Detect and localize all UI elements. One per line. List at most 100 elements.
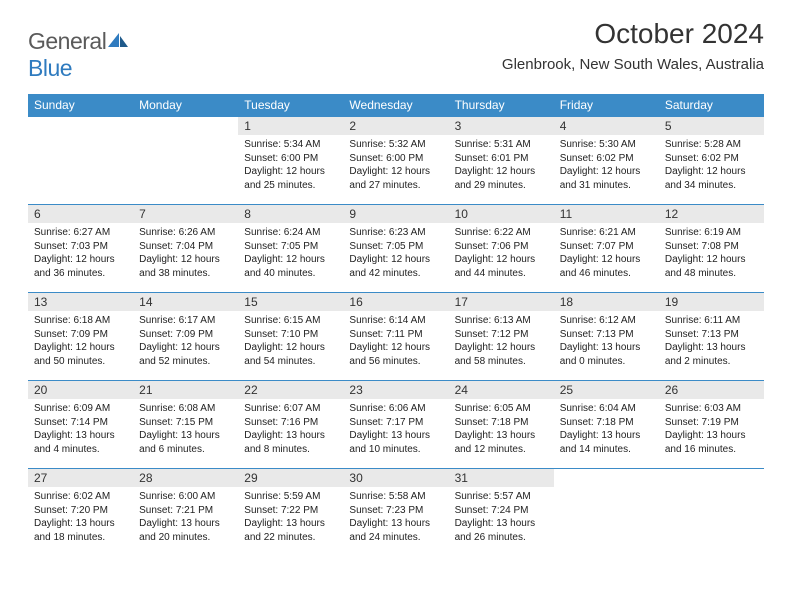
sunset-line: Sunset: 7:22 PM bbox=[244, 504, 337, 518]
daylight-line: Daylight: 12 hours and 54 minutes. bbox=[244, 341, 337, 368]
sunset-line: Sunset: 7:05 PM bbox=[349, 240, 442, 254]
sunrise-line: Sunrise: 5:57 AM bbox=[455, 490, 548, 504]
day-number-cell: 12 bbox=[659, 205, 764, 224]
sunrise-line: Sunrise: 5:30 AM bbox=[560, 138, 653, 152]
sunrise-line: Sunrise: 6:00 AM bbox=[139, 490, 232, 504]
daylight-line: Daylight: 12 hours and 29 minutes. bbox=[455, 165, 548, 192]
daylight-line: Daylight: 13 hours and 0 minutes. bbox=[560, 341, 653, 368]
day-content-row: Sunrise: 6:02 AMSunset: 7:20 PMDaylight:… bbox=[28, 487, 764, 556]
sunset-line: Sunset: 7:23 PM bbox=[349, 504, 442, 518]
daylight-line: Daylight: 13 hours and 8 minutes. bbox=[244, 429, 337, 456]
day-number-cell: 25 bbox=[554, 381, 659, 400]
sunset-line: Sunset: 7:09 PM bbox=[139, 328, 232, 342]
day-number-row: 6789101112 bbox=[28, 205, 764, 224]
month-title: October 2024 bbox=[502, 18, 764, 50]
day-content-cell: Sunrise: 6:04 AMSunset: 7:18 PMDaylight:… bbox=[554, 399, 659, 469]
day-number-cell: 21 bbox=[133, 381, 238, 400]
day-number-row: 20212223242526 bbox=[28, 381, 764, 400]
day-number-cell: 1 bbox=[238, 117, 343, 136]
day-number-cell: 7 bbox=[133, 205, 238, 224]
sunrise-line: Sunrise: 6:08 AM bbox=[139, 402, 232, 416]
day-header: Sunday bbox=[28, 94, 133, 117]
day-number-row: 2728293031 bbox=[28, 469, 764, 488]
sunrise-line: Sunrise: 6:04 AM bbox=[560, 402, 653, 416]
day-number-cell: 10 bbox=[449, 205, 554, 224]
day-content-cell bbox=[133, 135, 238, 205]
sunrise-line: Sunrise: 6:22 AM bbox=[455, 226, 548, 240]
daylight-line: Daylight: 13 hours and 6 minutes. bbox=[139, 429, 232, 456]
sunrise-line: Sunrise: 6:13 AM bbox=[455, 314, 548, 328]
day-content-cell bbox=[659, 487, 764, 556]
day-content-cell: Sunrise: 6:26 AMSunset: 7:04 PMDaylight:… bbox=[133, 223, 238, 293]
day-number-cell: 8 bbox=[238, 205, 343, 224]
daylight-line: Daylight: 13 hours and 18 minutes. bbox=[34, 517, 127, 544]
daylight-line: Daylight: 12 hours and 27 minutes. bbox=[349, 165, 442, 192]
sunrise-line: Sunrise: 6:14 AM bbox=[349, 314, 442, 328]
sunrise-line: Sunrise: 5:28 AM bbox=[665, 138, 758, 152]
day-content-cell bbox=[28, 135, 133, 205]
day-header: Monday bbox=[133, 94, 238, 117]
sunrise-line: Sunrise: 5:34 AM bbox=[244, 138, 337, 152]
daylight-line: Daylight: 12 hours and 44 minutes. bbox=[455, 253, 548, 280]
sunset-line: Sunset: 7:08 PM bbox=[665, 240, 758, 254]
sunrise-line: Sunrise: 6:18 AM bbox=[34, 314, 127, 328]
day-number-cell: 4 bbox=[554, 117, 659, 136]
sunset-line: Sunset: 7:21 PM bbox=[139, 504, 232, 518]
sunset-line: Sunset: 7:19 PM bbox=[665, 416, 758, 430]
day-number-cell: 6 bbox=[28, 205, 133, 224]
daylight-line: Daylight: 13 hours and 24 minutes. bbox=[349, 517, 442, 544]
day-number-cell: 20 bbox=[28, 381, 133, 400]
daylight-line: Daylight: 13 hours and 12 minutes. bbox=[455, 429, 548, 456]
day-content-cell: Sunrise: 6:24 AMSunset: 7:05 PMDaylight:… bbox=[238, 223, 343, 293]
sunset-line: Sunset: 7:14 PM bbox=[34, 416, 127, 430]
day-number-cell: 31 bbox=[449, 469, 554, 488]
day-number-row: 12345 bbox=[28, 117, 764, 136]
sunrise-line: Sunrise: 6:03 AM bbox=[665, 402, 758, 416]
sunset-line: Sunset: 6:00 PM bbox=[349, 152, 442, 166]
day-content-row: Sunrise: 5:34 AMSunset: 6:00 PMDaylight:… bbox=[28, 135, 764, 205]
daylight-line: Daylight: 12 hours and 31 minutes. bbox=[560, 165, 653, 192]
location: Glenbrook, New South Wales, Australia bbox=[502, 56, 764, 73]
sunset-line: Sunset: 7:07 PM bbox=[560, 240, 653, 254]
day-number-cell bbox=[28, 117, 133, 136]
sunset-line: Sunset: 7:09 PM bbox=[34, 328, 127, 342]
day-content-cell: Sunrise: 6:22 AMSunset: 7:06 PMDaylight:… bbox=[449, 223, 554, 293]
day-content-cell: Sunrise: 6:27 AMSunset: 7:03 PMDaylight:… bbox=[28, 223, 133, 293]
daylight-line: Daylight: 12 hours and 46 minutes. bbox=[560, 253, 653, 280]
daylight-line: Daylight: 12 hours and 40 minutes. bbox=[244, 253, 337, 280]
daylight-line: Daylight: 12 hours and 34 minutes. bbox=[665, 165, 758, 192]
sunrise-line: Sunrise: 6:15 AM bbox=[244, 314, 337, 328]
sunrise-line: Sunrise: 6:02 AM bbox=[34, 490, 127, 504]
sunrise-line: Sunrise: 6:07 AM bbox=[244, 402, 337, 416]
sunrise-line: Sunrise: 6:24 AM bbox=[244, 226, 337, 240]
sunset-line: Sunset: 7:18 PM bbox=[560, 416, 653, 430]
sunset-line: Sunset: 7:18 PM bbox=[455, 416, 548, 430]
daylight-line: Daylight: 12 hours and 56 minutes. bbox=[349, 341, 442, 368]
day-content-cell: Sunrise: 5:57 AMSunset: 7:24 PMDaylight:… bbox=[449, 487, 554, 556]
day-content-cell: Sunrise: 5:34 AMSunset: 6:00 PMDaylight:… bbox=[238, 135, 343, 205]
sunrise-line: Sunrise: 5:58 AM bbox=[349, 490, 442, 504]
day-content-cell: Sunrise: 6:13 AMSunset: 7:12 PMDaylight:… bbox=[449, 311, 554, 381]
sunrise-line: Sunrise: 6:27 AM bbox=[34, 226, 127, 240]
day-header: Tuesday bbox=[238, 94, 343, 117]
logo-text-general: General bbox=[28, 28, 106, 54]
sunset-line: Sunset: 7:12 PM bbox=[455, 328, 548, 342]
day-number-cell: 22 bbox=[238, 381, 343, 400]
daylight-line: Daylight: 12 hours and 25 minutes. bbox=[244, 165, 337, 192]
day-number-cell: 19 bbox=[659, 293, 764, 312]
day-header: Wednesday bbox=[343, 94, 448, 117]
day-content-cell: Sunrise: 5:32 AMSunset: 6:00 PMDaylight:… bbox=[343, 135, 448, 205]
sunrise-line: Sunrise: 6:26 AM bbox=[139, 226, 232, 240]
sunrise-line: Sunrise: 6:19 AM bbox=[665, 226, 758, 240]
sunset-line: Sunset: 7:06 PM bbox=[455, 240, 548, 254]
day-number-cell: 17 bbox=[449, 293, 554, 312]
day-content-cell: Sunrise: 5:58 AMSunset: 7:23 PMDaylight:… bbox=[343, 487, 448, 556]
sunrise-line: Sunrise: 6:11 AM bbox=[665, 314, 758, 328]
day-content-cell: Sunrise: 6:17 AMSunset: 7:09 PMDaylight:… bbox=[133, 311, 238, 381]
day-number-cell: 26 bbox=[659, 381, 764, 400]
day-number-cell: 5 bbox=[659, 117, 764, 136]
daylight-line: Daylight: 13 hours and 26 minutes. bbox=[455, 517, 548, 544]
daylight-line: Daylight: 13 hours and 22 minutes. bbox=[244, 517, 337, 544]
day-content-cell: Sunrise: 6:06 AMSunset: 7:17 PMDaylight:… bbox=[343, 399, 448, 469]
day-content-cell: Sunrise: 5:31 AMSunset: 6:01 PMDaylight:… bbox=[449, 135, 554, 205]
